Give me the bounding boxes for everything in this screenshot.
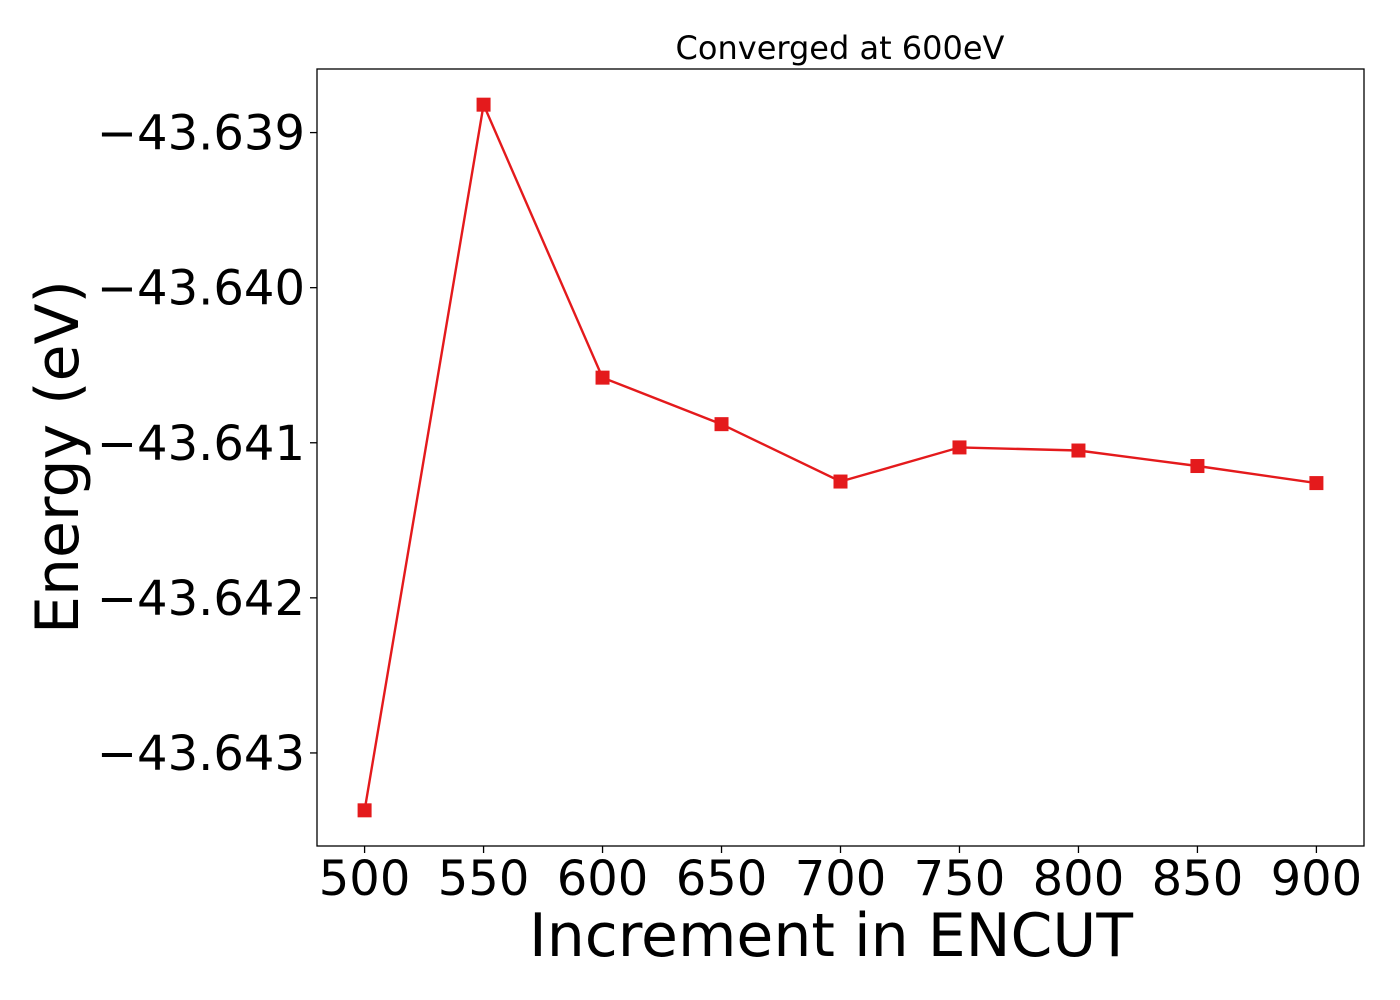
data-point-marker (476, 97, 491, 112)
data-point-marker (1309, 476, 1324, 491)
y-axis-ticks: −43.643 −43.642 −43.641 −43.640 −43.639 (97, 106, 317, 782)
energy-series-markers (357, 97, 1324, 818)
y-tick-label: −43.642 (97, 571, 305, 627)
x-tick-label: 650 (676, 851, 768, 907)
x-axis-label: Increment in ENCUT (529, 901, 1133, 971)
x-axis-ticks: 500 550 600 650 700 750 800 850 900 (319, 846, 1362, 907)
chart-title: Converged at 600eV (676, 29, 1005, 67)
y-axis-label: Energy (eV) (23, 280, 93, 634)
y-tick-label: −43.641 (97, 416, 305, 472)
data-point-marker (952, 440, 967, 455)
data-point-marker (833, 474, 848, 489)
x-tick-label: 850 (1152, 851, 1244, 907)
energy-series-line (363, 100, 1317, 811)
data-point-marker (1190, 459, 1205, 474)
plot-area-frame (316, 68, 1365, 847)
data-point-marker (595, 370, 610, 385)
x-tick-label: 600 (557, 851, 649, 907)
x-tick-label: 800 (1033, 851, 1125, 907)
x-tick-label: 700 (795, 851, 887, 907)
data-point-marker (714, 417, 729, 432)
x-tick-label: 500 (319, 851, 411, 907)
y-tick-label: −43.640 (97, 261, 305, 317)
y-tick-label: −43.643 (97, 726, 305, 782)
x-tick-label: 750 (914, 851, 1006, 907)
x-tick-label: 550 (438, 851, 530, 907)
y-tick-label: −43.639 (97, 106, 305, 162)
data-point-marker (1071, 443, 1086, 458)
data-point-marker (357, 803, 372, 818)
x-tick-label: 900 (1271, 851, 1363, 907)
